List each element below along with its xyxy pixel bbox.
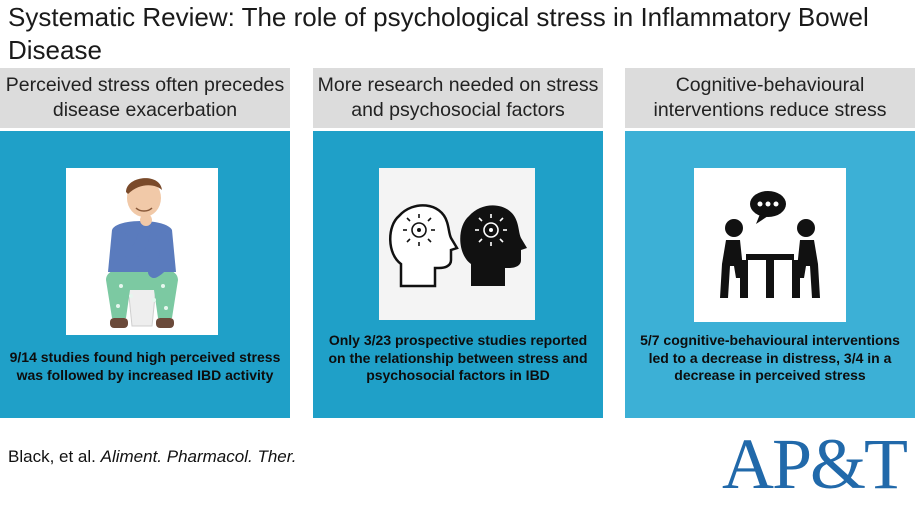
column-3-heading: Cognitive-behavioural interventions redu… [625,68,915,128]
column-1-panel: 9/14 studies found high perceived stress… [0,131,290,418]
column-1-header-box: Perceived stress often precedes disease … [0,68,290,128]
column-3-caption: 5/7 cognitive-behavioural interventions … [640,332,900,383]
counselling-image [694,168,846,322]
two-heads-brain-icon [389,204,527,288]
citation-authors: Black, et al. [8,447,96,466]
citation: Black, et al. Aliment. Pharmacol. Ther. [8,447,297,467]
stressed-man-on-toilet-icon [106,178,178,328]
two-heads-image [379,168,535,320]
two-people-talking-icon [720,191,820,298]
stressed-man-image [66,168,218,335]
column-2-header-box: More research needed on stress and psych… [313,68,603,128]
column-3-panel: 5/7 cognitive-behavioural interventions … [625,131,915,418]
journal-logo: AP&T [722,424,908,504]
citation-journal: Aliment. Pharmacol. Ther. [100,447,297,466]
column-3-header-box: Cognitive-behavioural interventions redu… [625,68,915,128]
column-2-caption: Only 3/23 prospective studies reported o… [328,332,588,383]
column-2-heading: More research needed on stress and psych… [313,68,603,128]
column-1-heading: Perceived stress often precedes disease … [0,68,290,128]
column-1-caption: 9/14 studies found high perceived stress… [9,349,281,383]
page-title: Systematic Review: The role of psycholog… [8,2,869,65]
column-2-panel: Only 3/23 prospective studies reported o… [313,131,603,418]
